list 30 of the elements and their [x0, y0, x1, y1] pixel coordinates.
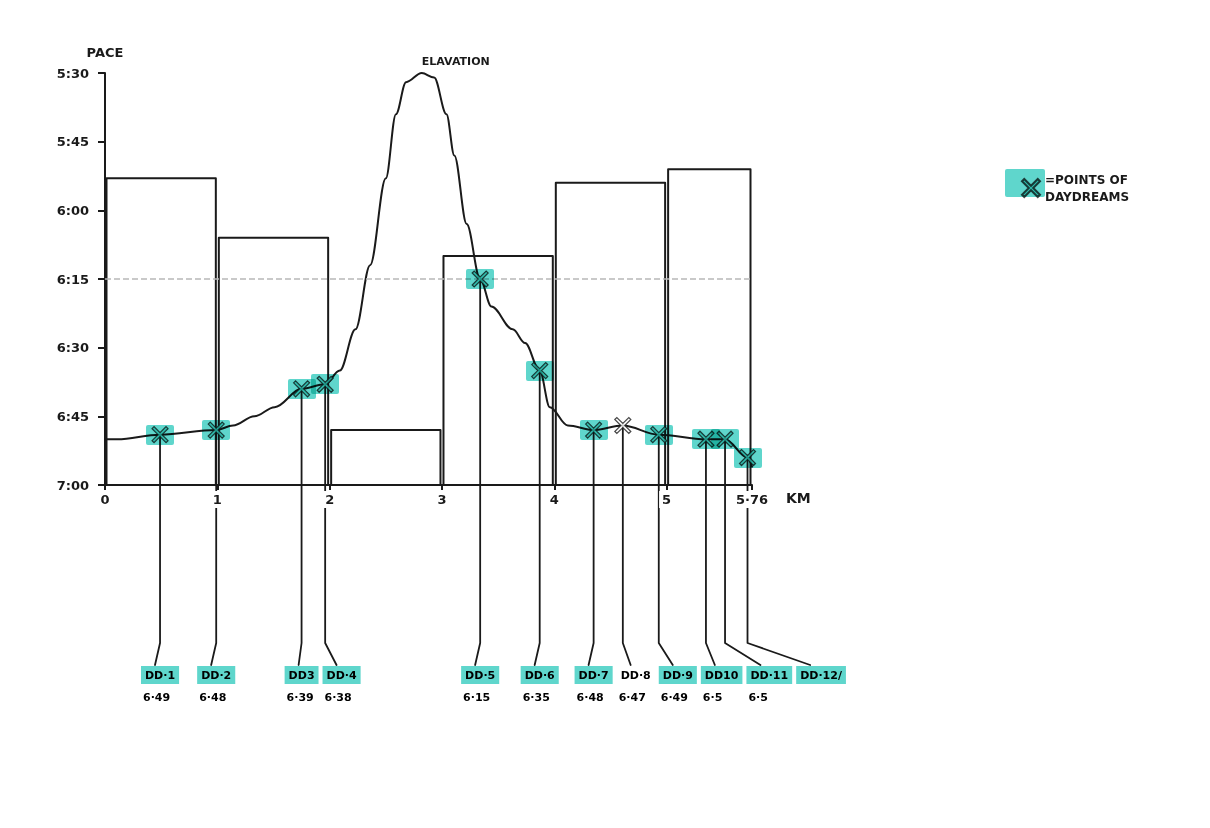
- series-label: ELAVATION: [421, 55, 490, 68]
- y-tick-label: 5:45: [56, 134, 89, 150]
- annotation: DD·12/: [800, 669, 843, 682]
- y-axis-title: PACE: [86, 45, 124, 60]
- annotation: DD·1 6·49: [142, 669, 176, 704]
- annotation: DD10 6·5: [702, 669, 739, 704]
- annotation: DD·6 6·35: [522, 669, 556, 704]
- x-tick-label: 5: [662, 492, 672, 507]
- annotation: DD·8 6·47: [618, 669, 651, 704]
- annotation: DD·11 6·5: [748, 669, 789, 704]
- x-tick-label: 2: [325, 492, 335, 507]
- x-tick-label: 4: [549, 492, 559, 507]
- x-axis-title: KM: [786, 490, 811, 506]
- y-tick-label: 7:00: [56, 477, 89, 493]
- annotation: DD3 6·39: [286, 669, 315, 704]
- y-tick-label: 6:00: [56, 202, 89, 218]
- annotation: DD·9 6·49: [660, 669, 693, 704]
- y-tick-label: 6:30: [56, 340, 89, 356]
- x-tick-label: 0: [100, 492, 110, 507]
- x-tick-label: 5·76: [735, 492, 769, 507]
- annotation: DD·5 6·15: [463, 669, 496, 704]
- annotation: DD·4 6·38: [324, 669, 357, 704]
- annotation: DD·2 6·48: [199, 669, 232, 704]
- x-tick-label: 3: [437, 492, 447, 507]
- y-tick-label: 6:45: [56, 408, 89, 424]
- x-tick-label: 1: [212, 492, 222, 507]
- annotation: DD·7 6·48: [576, 669, 609, 704]
- y-tick-label: 5:30: [56, 65, 89, 81]
- legend-label: =POINTS OF DAYDREAMS: [1045, 172, 1133, 204]
- y-tick-label: 6:15: [56, 271, 89, 287]
